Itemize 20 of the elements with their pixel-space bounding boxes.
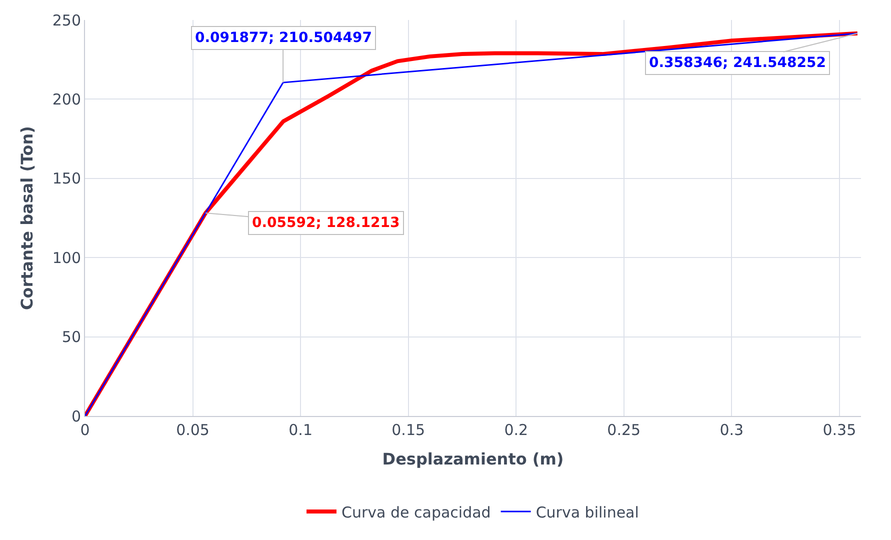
x-tick-label: 0.35	[822, 421, 856, 439]
annotation: 0.091877; 210.504497	[195, 30, 372, 46]
y-tick-label: 100	[52, 248, 81, 267]
y-tick-label: 50	[62, 328, 81, 346]
x-axis-title: Desplazamiento (m)	[382, 450, 564, 469]
x-tick-label: 0.2	[504, 421, 528, 439]
legend-label: Curva bilineal	[536, 503, 639, 522]
y-tick-label: 200	[52, 90, 81, 108]
x-tick-label: 0.15	[392, 421, 426, 439]
x-tick-label: 0.25	[607, 421, 641, 439]
annotation: 0.358346; 241.548252	[649, 55, 826, 71]
y-axis-title: Cortante basal (Ton)	[17, 126, 36, 310]
x-tick-label: 0.05	[176, 421, 210, 439]
x-tick-label: 0.3	[720, 421, 744, 439]
y-tick-label: 150	[52, 170, 81, 188]
annotation: 0.05592; 128.1213	[252, 215, 400, 231]
legend-label: Curva de capacidad	[342, 503, 491, 522]
x-tick-label: 0.1	[288, 421, 312, 439]
y-tick-label: 0	[71, 407, 81, 426]
y-tick-label: 250	[52, 11, 81, 30]
